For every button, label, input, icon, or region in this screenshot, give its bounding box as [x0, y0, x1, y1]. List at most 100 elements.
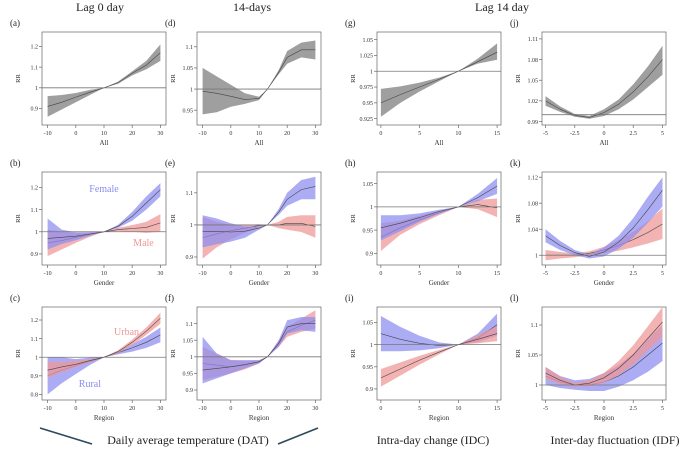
x-tick-label-d-0: -10: [199, 131, 207, 137]
panel-label-b: (b): [10, 158, 21, 168]
header-lag14: Lag 14 day: [475, 0, 529, 14]
x-tick-label-d-4: 30: [312, 131, 318, 137]
x-tick-label-g-0: 0: [379, 131, 382, 137]
plot-frame-i: [376, 306, 502, 401]
x-tick-label-k-1: -2.5: [570, 271, 580, 277]
ci-band-g-all: [380, 43, 498, 117]
ci-band-k-female: [545, 177, 663, 259]
x-tick-label-d-1: 0: [229, 131, 232, 137]
plot-area-k: [545, 177, 663, 261]
y-tick-label-b-1: 1: [35, 230, 38, 236]
x-tick-label-e-4: 30: [312, 271, 318, 277]
bottom-labels: Daily average temperature (DAT) Intra-da…: [39, 427, 680, 447]
y-axis-label-b: RR: [15, 214, 22, 223]
ci-band-c-rural: [47, 327, 161, 395]
label-dat: Daily average temperature (DAT): [107, 433, 269, 447]
y-tick-label-l-0: 1: [535, 383, 538, 389]
x-axis-label-i: Region: [429, 414, 450, 422]
panel-label-f: (f): [165, 293, 174, 303]
ci-band-e-female: [202, 176, 316, 248]
y-tick-label-d-0: 0.95: [183, 108, 194, 114]
x-tick-label-l-2: 0: [603, 406, 606, 412]
y-tick-label-h-0: 0.9: [366, 252, 374, 258]
x-tick-label-k-2: 0: [603, 271, 606, 277]
ci-band-d-all: [202, 40, 316, 115]
x-tick-label-i-3: 15: [494, 406, 500, 412]
panel-a: (a) 0.9 1 1.1 1.2 -10 0 10 20 30 RR All: [10, 18, 167, 147]
rr-line-h-female: [380, 185, 498, 229]
ci-band-j-all: [545, 45, 663, 119]
y-tick-label-k-0: 1: [535, 253, 538, 259]
x-tick-label-b-0: -10: [44, 271, 52, 277]
x-tick-label-b-1: 0: [74, 271, 77, 277]
y-tick-label-g-0: 0.925: [360, 117, 374, 123]
x-axis-label-f: Region: [249, 414, 270, 422]
ci-band-a-all: [47, 44, 161, 117]
x-axis-label-k: Gender: [594, 279, 615, 287]
plot-area-d: [202, 40, 316, 115]
x-tick-label-i-2: 10: [455, 406, 461, 412]
y-tick-label-i-2: 1: [370, 343, 373, 349]
x-tick-label-h-0: 0: [379, 271, 382, 277]
x-axis-label-d: All: [255, 139, 264, 147]
y-tick-label-f-0: 0.9: [186, 388, 194, 394]
x-tick-label-h-2: 10: [455, 271, 461, 277]
x-tick-label-f-4: 30: [312, 406, 318, 412]
panel-l: (l) 1 1.05 1.1 -5 -2.5 0 2.5 5 RR Region: [510, 293, 667, 422]
y-tick-label-a-0: 0.9: [31, 107, 39, 113]
y-axis-label-j: RR: [515, 74, 522, 83]
rr-line-j-all: [545, 59, 663, 118]
x-axis-label-e: Gender: [249, 279, 270, 287]
x-axis-label-c: Region: [94, 414, 115, 422]
rr-line-g-all: [380, 51, 498, 104]
x-axis-label-l: Region: [594, 414, 615, 422]
panel-g: (g) 0.925 0.95 0.975 1 1.025 1.05 0 5 10 15 RR All: [345, 18, 502, 147]
panel-f: (f) 0.9 0.95 1 1.05 1.1 -10 0 10 20 30 RR Region: [165, 293, 322, 422]
x-tick-label-f-0: -10: [199, 406, 207, 412]
y-tick-label-c-1: 0.9: [31, 374, 39, 380]
y-axis-label-d: RR: [170, 74, 177, 83]
x-tick-label-l-4: 5: [661, 406, 664, 412]
rr-line-e-female: [202, 186, 316, 233]
x-tick-label-c-3: 20: [129, 406, 135, 412]
x-tick-label-e-3: 20: [284, 271, 290, 277]
panel-b: (b) 0.9 1 1.1 1.2 -10 0 10 20 30 RR Gender Female Mal…: [10, 158, 167, 287]
plot-area-e: [202, 176, 316, 259]
y-tick-label-j-2: 1.05: [528, 78, 539, 84]
y-tick-label-f-1: 0.95: [183, 372, 194, 378]
x-tick-label-f-3: 20: [284, 406, 290, 412]
x-tick-label-e-0: -10: [199, 271, 207, 277]
y-axis-label-e: RR: [170, 214, 177, 223]
y-tick-label-b-2: 1.1: [31, 208, 39, 214]
y-tick-label-g-3: 1: [370, 69, 373, 75]
panel-d: (d) 0.95 1 1.05 1.1 -10 0 10 20 30 RR All: [165, 18, 322, 147]
x-tick-label-k-3: 2.5: [629, 271, 637, 277]
x-tick-label-g-1: 5: [418, 131, 421, 137]
x-tick-label-b-4: 30: [157, 271, 163, 277]
y-tick-label-a-1: 1: [35, 86, 38, 92]
y-axis-label-c: RR: [15, 349, 22, 358]
y-tick-label-a-3: 1.2: [31, 45, 39, 51]
plot-area-j: [545, 45, 663, 119]
y-tick-label-i-3: 1.05: [363, 321, 374, 327]
bracket-right: [277, 427, 319, 445]
annotation-c-urban: Urban: [114, 327, 139, 338]
y-tick-label-k-2: 1.08: [528, 201, 539, 207]
y-tick-label-f-2: 1: [190, 355, 193, 361]
rr-line-i-urban: [380, 333, 498, 379]
label-idf: Inter-day fluctuation (IDF): [550, 433, 679, 447]
x-tick-label-e-1: 0: [229, 271, 232, 277]
x-tick-label-l-1: -2.5: [570, 406, 580, 412]
y-tick-label-e-0: 0.9: [186, 255, 194, 261]
rr-line-l-urban: [545, 321, 663, 386]
plot-area-f: [202, 310, 316, 384]
x-tick-label-c-4: 30: [157, 406, 163, 412]
x-tick-label-k-4: 5: [661, 271, 664, 277]
x-tick-label-g-3: 15: [494, 131, 500, 137]
panel-label-i: (i): [345, 293, 354, 303]
x-tick-label-d-3: 20: [284, 131, 290, 137]
plot-frame-g: [376, 31, 502, 126]
y-axis-label-l: RR: [515, 349, 522, 358]
panel-c: (c) 0.8 0.9 1 1.1 1.2 -10 0 10 20 30 RR Region Urban R…: [10, 293, 167, 422]
